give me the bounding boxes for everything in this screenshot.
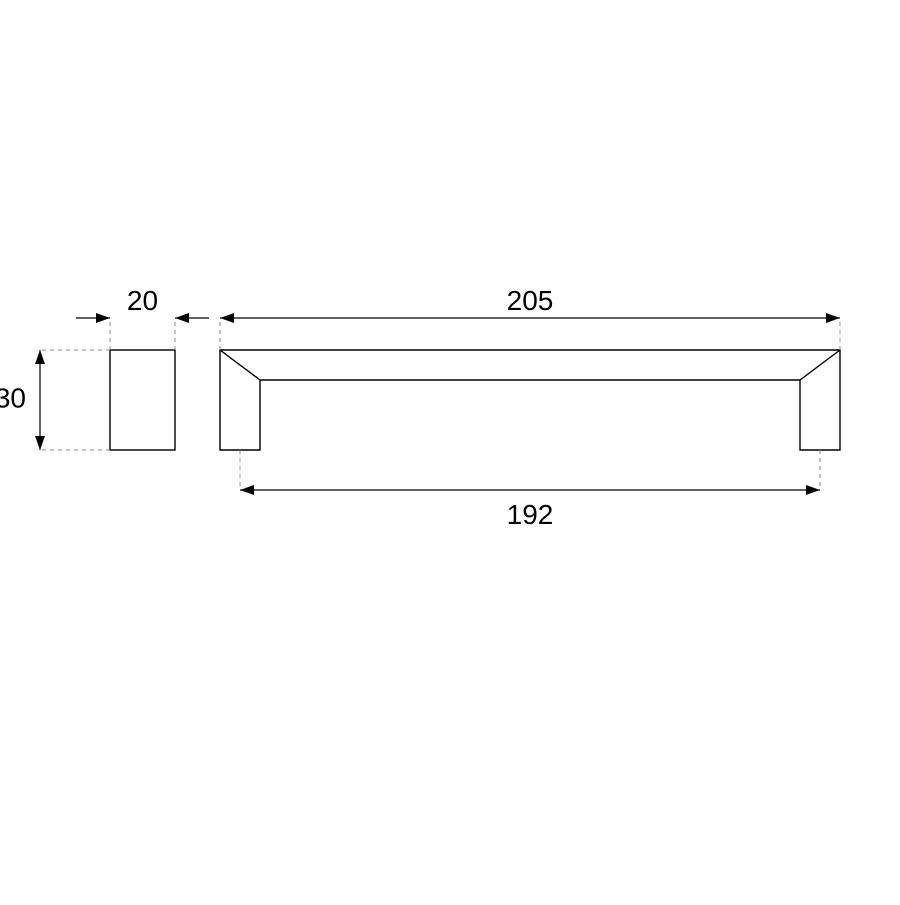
bevel-line-right: [800, 350, 840, 380]
technical-drawing: 20 30 205 192: [0, 0, 900, 900]
bevel-line-left: [220, 350, 260, 380]
side-view: [110, 350, 175, 450]
dimension-label: 205: [507, 285, 554, 316]
front-view-outline: [220, 350, 840, 450]
dimension-label: 20: [127, 285, 158, 316]
dimension-label: 192: [507, 499, 554, 530]
dimension-label: 30: [0, 382, 26, 413]
